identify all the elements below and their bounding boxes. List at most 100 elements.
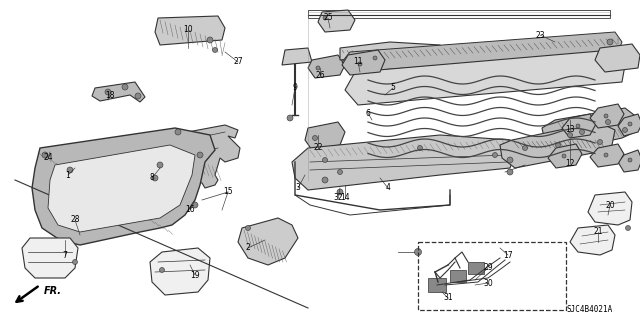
Text: 8: 8	[150, 174, 154, 182]
Polygon shape	[618, 114, 640, 136]
Text: 6: 6	[365, 108, 371, 117]
Circle shape	[358, 62, 362, 66]
Circle shape	[568, 132, 573, 137]
Polygon shape	[590, 144, 624, 167]
Text: 13: 13	[565, 125, 575, 135]
Polygon shape	[618, 150, 640, 172]
Text: 20: 20	[605, 201, 615, 210]
Text: 25: 25	[323, 13, 333, 23]
Text: 24: 24	[43, 153, 53, 162]
Text: 27: 27	[233, 57, 243, 66]
Circle shape	[605, 120, 611, 124]
Circle shape	[323, 158, 328, 162]
Polygon shape	[308, 55, 345, 78]
Text: 7: 7	[63, 250, 67, 259]
Circle shape	[625, 226, 630, 231]
Circle shape	[322, 177, 328, 183]
Polygon shape	[340, 42, 445, 60]
Circle shape	[628, 122, 632, 126]
Text: 15: 15	[223, 188, 233, 197]
Circle shape	[579, 130, 584, 135]
Text: 30: 30	[483, 278, 493, 287]
Text: 17: 17	[503, 250, 513, 259]
Polygon shape	[345, 50, 625, 105]
Circle shape	[67, 167, 73, 173]
Text: 23: 23	[535, 31, 545, 40]
Bar	[308, 10, 610, 18]
Circle shape	[598, 139, 602, 145]
Text: 11: 11	[353, 57, 363, 66]
Circle shape	[192, 202, 198, 208]
Circle shape	[623, 128, 627, 132]
Text: 32: 32	[333, 194, 343, 203]
Circle shape	[152, 175, 158, 181]
Text: 29: 29	[483, 263, 493, 272]
Polygon shape	[22, 238, 78, 278]
Circle shape	[604, 153, 608, 157]
Polygon shape	[595, 44, 640, 72]
Circle shape	[105, 89, 111, 95]
Text: SJC4B4021A: SJC4B4021A	[567, 306, 613, 315]
Polygon shape	[32, 128, 215, 245]
Text: 16: 16	[185, 205, 195, 214]
Polygon shape	[292, 135, 515, 190]
Polygon shape	[155, 16, 225, 45]
Text: 10: 10	[183, 26, 193, 34]
Bar	[428, 278, 446, 292]
Circle shape	[373, 56, 377, 60]
Circle shape	[72, 259, 77, 264]
Circle shape	[212, 48, 218, 53]
Polygon shape	[562, 114, 596, 138]
Bar	[468, 262, 484, 274]
Circle shape	[607, 39, 613, 45]
Polygon shape	[238, 218, 298, 265]
Text: 9: 9	[292, 84, 298, 93]
Circle shape	[207, 37, 213, 43]
Text: 31: 31	[443, 293, 453, 302]
Circle shape	[417, 145, 422, 151]
Polygon shape	[282, 48, 312, 65]
Text: 14: 14	[340, 194, 350, 203]
Polygon shape	[305, 122, 345, 150]
Text: 18: 18	[105, 91, 115, 100]
Polygon shape	[570, 225, 615, 255]
Polygon shape	[318, 10, 355, 32]
Text: 2: 2	[246, 243, 250, 253]
Circle shape	[246, 226, 250, 231]
Text: 26: 26	[315, 70, 325, 79]
Circle shape	[157, 162, 163, 168]
Circle shape	[197, 152, 203, 158]
Text: 21: 21	[593, 227, 603, 236]
Circle shape	[337, 169, 342, 174]
Bar	[418, 242, 566, 310]
Polygon shape	[140, 125, 240, 188]
Polygon shape	[150, 248, 210, 295]
Text: FR.: FR.	[44, 286, 62, 296]
Circle shape	[287, 115, 293, 121]
Text: 28: 28	[70, 216, 80, 225]
Polygon shape	[52, 150, 168, 182]
Circle shape	[337, 189, 343, 195]
Circle shape	[316, 66, 320, 70]
Polygon shape	[92, 82, 145, 102]
Bar	[450, 270, 466, 282]
Circle shape	[556, 143, 561, 147]
Circle shape	[604, 114, 608, 118]
Polygon shape	[500, 122, 615, 168]
Circle shape	[159, 268, 164, 272]
Circle shape	[562, 154, 566, 158]
Text: 3: 3	[296, 183, 300, 192]
Circle shape	[312, 136, 317, 140]
Circle shape	[135, 93, 141, 99]
Text: 4: 4	[385, 183, 390, 192]
Circle shape	[576, 124, 580, 128]
Polygon shape	[548, 144, 582, 168]
Circle shape	[628, 158, 632, 162]
Text: 5: 5	[390, 84, 396, 93]
Circle shape	[122, 84, 128, 90]
Circle shape	[175, 129, 181, 135]
Circle shape	[415, 249, 422, 256]
Text: 22: 22	[313, 144, 323, 152]
Polygon shape	[542, 108, 638, 152]
Polygon shape	[48, 145, 195, 232]
